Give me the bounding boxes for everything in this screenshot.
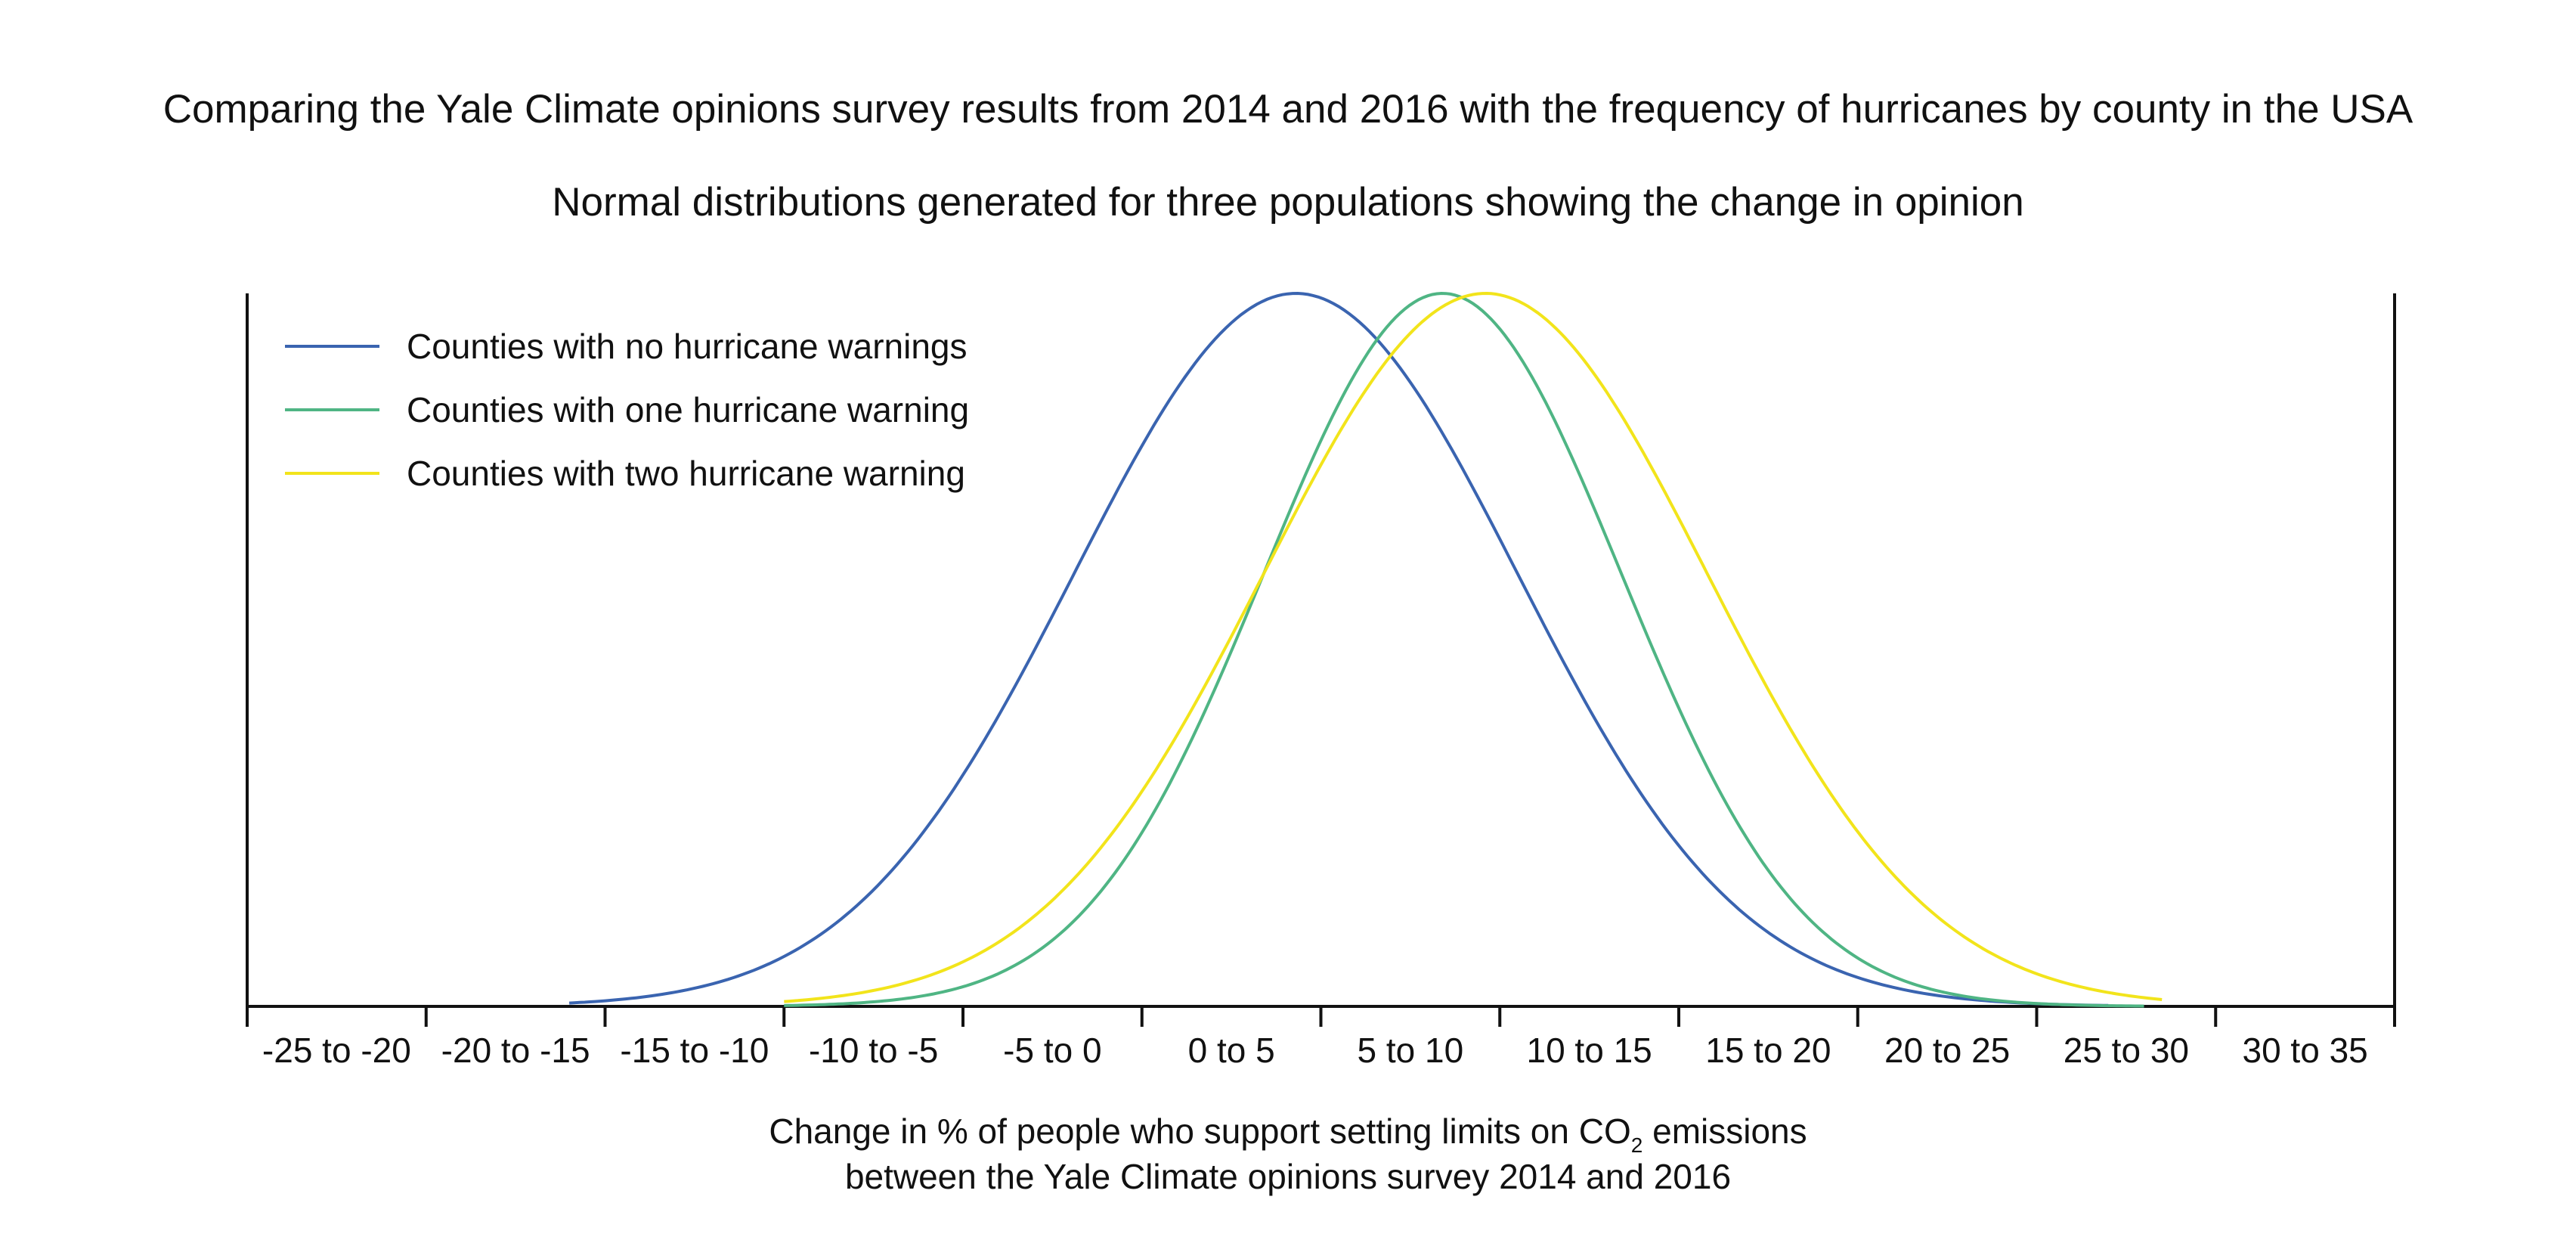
x-tick-labels: -25 to -20 -20 to -15 -15 to -10 -10 to -5 -… [262, 1031, 2368, 1070]
legend: Counties with no hurricane warnings Count… [285, 327, 969, 493]
x-ticks [246, 1006, 2396, 1027]
series-curves [568, 291, 2163, 1008]
x-axis-label-line2: between the Yale Climate opinions survey… [845, 1157, 1731, 1196]
x-tick-label: 30 to 35 [2242, 1031, 2367, 1070]
x-tick-label: 20 to 25 [1884, 1031, 2010, 1070]
legend-label: Counties with one hurricane warning [407, 390, 969, 429]
x-tick-label: -20 to -15 [441, 1031, 590, 1070]
x-axis-label-text: Change in % of people who support settin… [769, 1111, 1630, 1151]
x-tick-label: 10 to 15 [1526, 1031, 1652, 1070]
chart-title: Comparing the Yale Climate opinions surv… [163, 87, 2413, 132]
x-tick-label: 15 to 20 [1705, 1031, 1831, 1070]
x-tick-label: -10 to -5 [809, 1031, 938, 1070]
chart-subtitle: Normal distributions generated for three… [552, 180, 2024, 225]
x-axis-label-line1: Change in % of people who support settin… [769, 1111, 1807, 1157]
x-axis-label-subscript: 2 [1631, 1133, 1643, 1157]
x-tick-label: -5 to 0 [1003, 1031, 1101, 1070]
x-tick-label: -15 to -10 [620, 1031, 769, 1070]
x-tick-label: 5 to 10 [1358, 1031, 1464, 1070]
series-curve-0 [568, 291, 2109, 1007]
x-tick-label: -25 to -20 [262, 1031, 411, 1070]
series-curve-1 [784, 291, 2144, 1008]
series-curve-2 [784, 291, 2163, 1003]
x-axis-label-suffix: emissions [1643, 1111, 1807, 1151]
x-tick-label: 0 to 5 [1188, 1031, 1275, 1070]
x-tick-label: 25 to 30 [2064, 1031, 2189, 1070]
legend-label: Counties with two hurricane warning [407, 454, 965, 493]
legend-label: Counties with no hurricane warnings [407, 327, 968, 366]
